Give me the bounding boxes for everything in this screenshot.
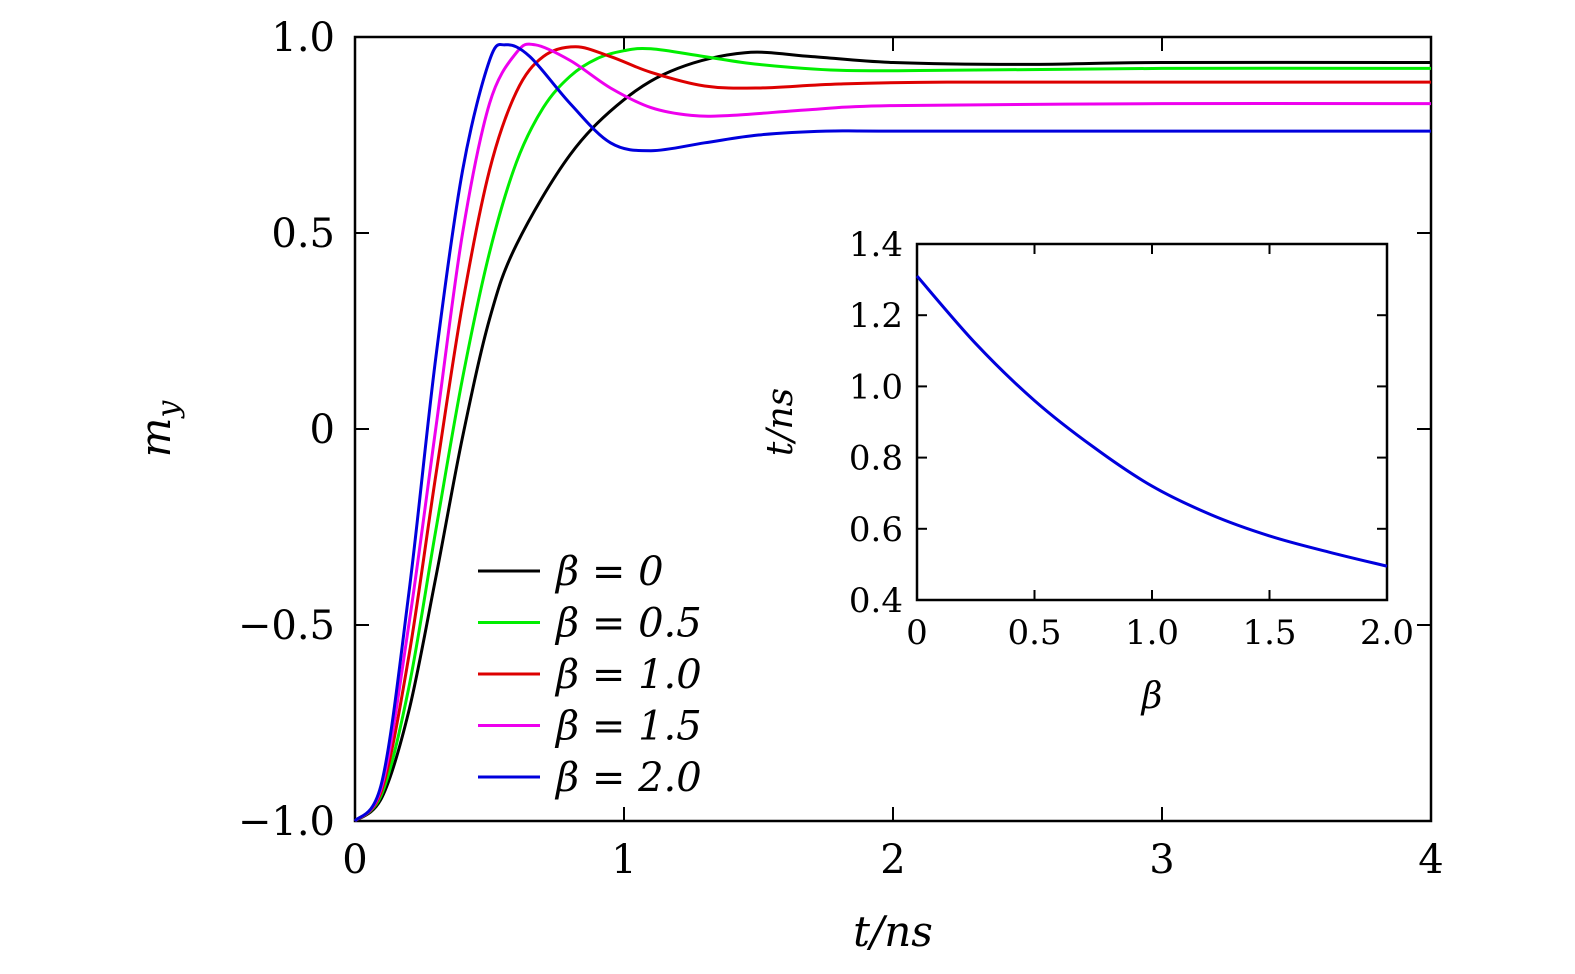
main-series-line-1 <box>353 46 1432 823</box>
main-y-tick-label: 0 <box>310 407 335 453</box>
main-x-tick-label: 4 <box>1418 837 1443 883</box>
inset-y-tick-label: 0.4 <box>849 581 903 621</box>
main-x-tick-label: 2 <box>880 837 905 883</box>
inset-plot: 0 0.5 1.0 1.5 2.0 0.4 0.6 0.8 1.0 1.2 1.4 β t/ns <box>760 225 1414 717</box>
main-x-tick-label: 3 <box>1149 837 1174 883</box>
main-series-line-2 <box>353 45 1431 823</box>
main-y-axis-label: my <box>131 400 186 458</box>
main-series <box>353 42 1432 823</box>
inset-y-axis-label: t/ns <box>760 388 801 456</box>
inset-background <box>917 244 1387 600</box>
main-y-tick-label: −0.5 <box>238 603 335 649</box>
main-x-tick-label: 1 <box>611 837 636 883</box>
main-x-axis-label: t/ns <box>853 907 933 956</box>
legend-label-4: β = 2.0 <box>554 755 702 801</box>
main-series-line-3 <box>353 42 1432 823</box>
main-series-line-0 <box>354 50 1432 823</box>
legend-label-1: β = 0.5 <box>554 601 702 647</box>
inset-ticks: 0 0.5 1.0 1.5 2.0 0.4 0.6 0.8 1.0 1.2 1.4 <box>849 225 1414 653</box>
inset-x-tick-label: 1.0 <box>1125 613 1179 653</box>
inset-y-tick-label: 0.8 <box>849 439 903 479</box>
inset-series <box>915 275 1388 568</box>
inset-y-tick-label: 1.4 <box>849 225 903 265</box>
inset-series-line-0 <box>915 275 1388 568</box>
inset-y-tick-label: 0.6 <box>849 510 903 550</box>
inset-x-tick-label: 1.5 <box>1242 613 1296 653</box>
inset-x-axis-label: β <box>1140 676 1163 717</box>
inset-x-tick-label: 0.5 <box>1007 613 1061 653</box>
main-y-tick-label: 1.0 <box>271 15 335 61</box>
main-series-line-4 <box>353 43 1431 823</box>
inset-x-tick-label: 2.0 <box>1360 613 1414 653</box>
legend: β = 0 β = 0.5 β = 1.0 β = 1.5 β = 2.0 <box>478 549 702 801</box>
main-plot: 0 1 2 3 4 −1.0 −0.5 0 0.5 1.0 t/ns my β = 0 β = 0.… <box>131 15 1444 956</box>
main-y-tick-label: −1.0 <box>238 799 335 845</box>
inset-x-tick-label: 0 <box>906 613 928 653</box>
legend-label-2: β = 1.0 <box>554 652 702 698</box>
main-x-tick-label: 0 <box>342 837 367 883</box>
legend-label-0: β = 0 <box>554 549 664 595</box>
main-y-tick-label: 0.5 <box>271 211 335 257</box>
inset-y-tick-label: 1.0 <box>849 367 903 407</box>
inset-y-tick-label: 1.2 <box>849 296 903 336</box>
legend-label-3: β = 1.5 <box>554 704 702 750</box>
main-y-axis-subscript: y <box>151 400 186 420</box>
main-ticks: 0 1 2 3 4 −1.0 −0.5 0 0.5 1.0 <box>238 15 1444 883</box>
